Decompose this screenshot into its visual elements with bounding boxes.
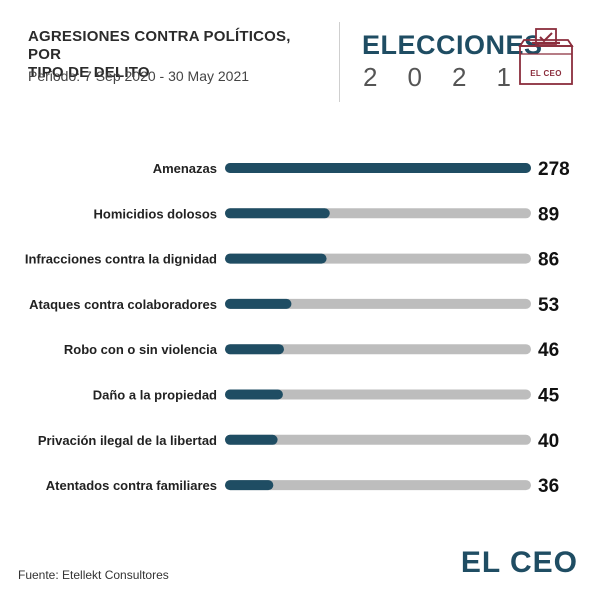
chart-title-line-2: TIPO DE DELITO — [28, 64, 150, 81]
header-divider — [339, 22, 340, 102]
chart-title-line-1: AGRESIONES CONTRA POLÍTICOS, POR — [28, 28, 291, 63]
category-label: Ataques contra colaboradores — [29, 297, 217, 312]
bar-row: Robo con o sin violencia 46 — [64, 340, 559, 361]
ballot-box-check-icon: EL CEO — [516, 26, 576, 88]
value-label: 86 — [538, 250, 559, 271]
category-label: Homicidios dolosos — [93, 206, 217, 221]
ballot-box-label: EL CEO — [530, 69, 562, 78]
elecciones-logo-year: 2 0 2 1 — [363, 62, 511, 92]
value-label: 40 — [538, 431, 559, 452]
category-label: Amenazas — [153, 161, 217, 176]
bar-row: Ataques contra colaboradores 53 — [29, 295, 559, 316]
value-label: 46 — [538, 340, 559, 361]
bar-row: Daño a la propiedad 45 — [93, 386, 560, 407]
year-digit: 0 — [407, 62, 422, 92]
year-digit: 2 — [363, 62, 378, 92]
elecciones-logo-title: ELECCIONES — [362, 30, 543, 60]
bar-row: Infracciones contra la dignidad 86 — [25, 250, 559, 271]
chart-title: AGRESIONES CONTRA POLÍTICOS, POR TIPO DE… — [28, 28, 328, 82]
category-label: Infracciones contra la dignidad — [25, 252, 217, 267]
category-label: Robo con o sin violencia — [64, 342, 218, 357]
value-label: 53 — [538, 295, 559, 316]
value-label: 89 — [538, 204, 559, 225]
source-note: Fuente: Etellekt Consultores — [18, 568, 169, 582]
brand-logo-text: EL CEO — [460, 546, 578, 579]
bar-chart: Amenazas 278 Homicidios dolosos 89 Infraccio… — [25, 159, 570, 497]
category-label: Daño a la propiedad — [93, 388, 217, 403]
bar-row: Atentados contra familiares 36 — [46, 476, 559, 497]
category-label: Privación ilegal de la libertad — [38, 433, 217, 448]
chart-period: Periodo: 7 Sep 2020 - 30 May 2021 — [28, 68, 250, 84]
bar-row: Amenazas 278 — [153, 159, 570, 180]
bar-row: Privación ilegal de la libertad 40 — [38, 431, 559, 452]
value-label: 278 — [538, 159, 570, 180]
category-label: Atentados contra familiares — [46, 478, 217, 493]
value-label: 36 — [538, 476, 559, 497]
year-digit: 2 — [452, 62, 467, 92]
value-label: 45 — [538, 386, 560, 407]
bar-row: Homicidios dolosos 89 — [93, 204, 559, 225]
year-digit: 1 — [496, 62, 511, 92]
